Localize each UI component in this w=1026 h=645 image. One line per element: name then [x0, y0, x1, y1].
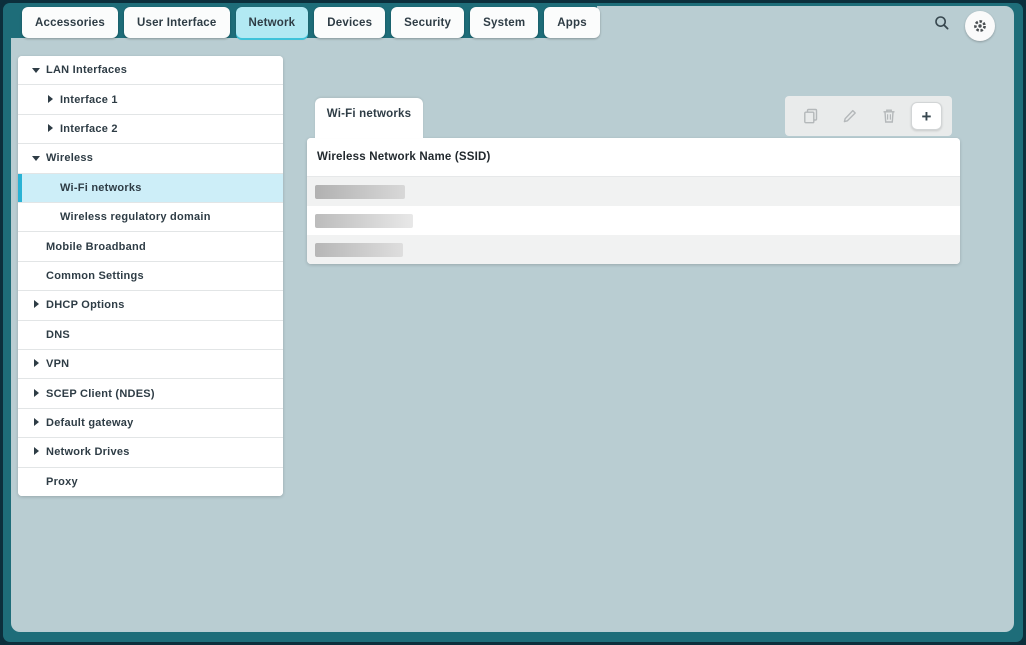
chevron-right-icon: [32, 359, 42, 369]
sidebar-item-label: VPN: [46, 358, 70, 371]
wifi-networks-toolbar: +: [785, 96, 952, 136]
sidebar-item-wireless[interactable]: Wireless: [18, 144, 283, 174]
tab-network[interactable]: Network: [235, 7, 309, 38]
sidebar-item-proxy[interactable]: Proxy: [18, 467, 283, 496]
no-expander-spacer: [46, 183, 56, 193]
sidebar-item-lan-interfaces[interactable]: LAN Interfaces: [18, 56, 283, 86]
chevron-right-icon: [46, 124, 56, 134]
pencil-icon: [842, 108, 858, 124]
sidebar-item-network-drives[interactable]: Network Drives: [18, 438, 283, 468]
sidebar-item-scep-client[interactable]: SCEP Client (NDES): [18, 379, 283, 409]
search-button[interactable]: [932, 13, 952, 33]
sidebar-item-dns[interactable]: DNS: [18, 320, 283, 351]
top-tab-bar: Accessories User Interface Network Devic…: [22, 7, 600, 38]
redacted-ssid-value: [315, 242, 403, 257]
sidebar-item-common-settings[interactable]: Common Settings: [18, 261, 283, 292]
tab-apps[interactable]: Apps: [544, 7, 600, 38]
duplicate-icon: [803, 108, 819, 124]
sidebar-item-label: Wireless: [46, 152, 94, 165]
chevron-right-icon: [32, 300, 42, 310]
sidebar-item-vpn[interactable]: VPN: [18, 350, 283, 380]
sidebar-item-wifi-networks[interactable]: Wi-Fi networks: [18, 173, 283, 204]
panel-tab-wifi-networks[interactable]: Wi-Fi networks: [315, 98, 423, 138]
sidebar-item-label: Interface 1: [60, 93, 118, 106]
redacted-ssid-value: [315, 213, 413, 228]
plus-icon: +: [921, 106, 932, 126]
settings-nav-tree: LAN Interfaces Interface 1 Interface 2 W…: [18, 56, 283, 496]
table-row[interactable]: [307, 177, 960, 206]
tab-security[interactable]: Security: [391, 7, 465, 38]
wifi-networks-table: Wireless Network Name (SSID): [307, 138, 960, 264]
trash-icon: [881, 108, 897, 124]
no-expander-spacer: [32, 271, 42, 281]
chevron-right-icon: [32, 418, 42, 428]
account-settings-button[interactable]: [965, 11, 995, 41]
duplicate-button[interactable]: [803, 108, 819, 124]
table-column-header: Wireless Network Name (SSID): [307, 138, 960, 177]
sidebar-item-wireless-regulatory-domain[interactable]: Wireless regulatory domain: [18, 203, 283, 233]
sidebar-item-label: Network Drives: [46, 446, 130, 459]
chevron-right-icon: [32, 388, 42, 399]
sidebar-item-label: Common Settings: [46, 270, 144, 283]
sidebar-item-label: Proxy: [46, 475, 78, 488]
sidebar-item-label: Default gateway: [46, 417, 134, 430]
sidebar-item-label: SCEP Client (NDES): [46, 387, 155, 400]
delete-button[interactable]: [881, 108, 897, 124]
edit-button[interactable]: [842, 108, 858, 124]
tab-system[interactable]: System: [470, 7, 539, 38]
sidebar-item-mobile-broadband[interactable]: Mobile Broadband: [18, 232, 283, 262]
tab-accessories[interactable]: Accessories: [22, 7, 118, 38]
no-expander-spacer: [32, 330, 42, 340]
tab-user-interface[interactable]: User Interface: [123, 7, 230, 38]
add-network-button[interactable]: +: [911, 102, 942, 130]
chevron-down-icon: [32, 153, 42, 163]
gear-icon: [972, 18, 988, 34]
table-row[interactable]: [307, 206, 960, 235]
no-expander-spacer: [32, 242, 42, 252]
sidebar-item-default-gateway[interactable]: Default gateway: [18, 408, 283, 439]
sidebar-item-label: Interface 2: [60, 123, 118, 136]
sidebar-item-interface-2[interactable]: Interface 2: [18, 114, 283, 145]
search-icon: [932, 13, 952, 33]
redacted-ssid-value: [315, 184, 405, 199]
sidebar-item-interface-1[interactable]: Interface 1: [18, 85, 283, 115]
tab-devices[interactable]: Devices: [314, 7, 386, 38]
chevron-down-icon: [32, 65, 42, 75]
no-expander-spacer: [46, 212, 56, 222]
sidebar-item-dhcp-options[interactable]: DHCP Options: [18, 291, 283, 321]
chevron-right-icon: [32, 447, 42, 457]
sidebar-item-label: DHCP Options: [46, 299, 125, 312]
sidebar-item-label: Mobile Broadband: [46, 240, 146, 253]
no-expander-spacer: [32, 477, 42, 487]
sidebar-item-label: Wireless regulatory domain: [60, 211, 211, 224]
sidebar-item-label: LAN Interfaces: [46, 64, 128, 77]
sidebar-item-label: Wi-Fi networks: [60, 181, 142, 194]
table-row[interactable]: [307, 235, 960, 264]
sidebar-item-label: DNS: [46, 328, 70, 341]
chevron-right-icon: [46, 94, 56, 105]
